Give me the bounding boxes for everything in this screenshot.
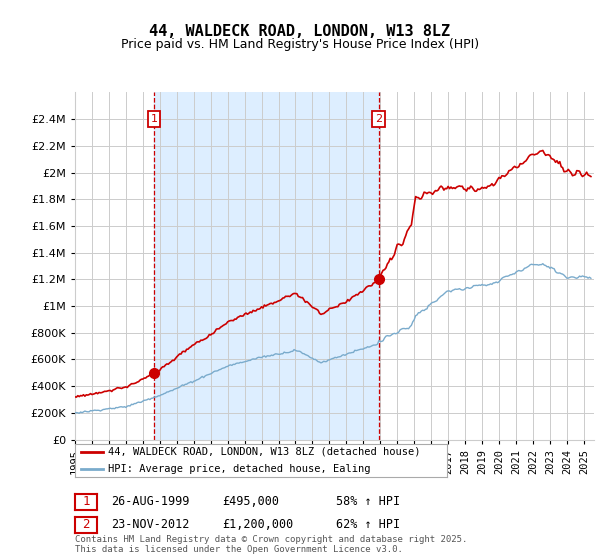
Text: Contains HM Land Registry data © Crown copyright and database right 2025.
This d: Contains HM Land Registry data © Crown c… xyxy=(75,535,467,554)
Text: 44, WALDECK ROAD, LONDON, W13 8LZ: 44, WALDECK ROAD, LONDON, W13 8LZ xyxy=(149,24,451,39)
Text: 26-AUG-1999: 26-AUG-1999 xyxy=(111,495,190,508)
Text: 62% ↑ HPI: 62% ↑ HPI xyxy=(336,518,400,531)
Bar xyxy=(154,92,379,440)
Text: 1: 1 xyxy=(151,114,157,124)
Text: Price paid vs. HM Land Registry's House Price Index (HPI): Price paid vs. HM Land Registry's House … xyxy=(121,38,479,50)
Text: 1: 1 xyxy=(82,495,89,508)
Text: 2: 2 xyxy=(82,518,89,531)
Text: 23-NOV-2012: 23-NOV-2012 xyxy=(111,518,190,531)
Text: £1,200,000: £1,200,000 xyxy=(222,518,293,531)
Text: 2: 2 xyxy=(375,114,382,124)
Text: 44, WALDECK ROAD, LONDON, W13 8LZ (detached house): 44, WALDECK ROAD, LONDON, W13 8LZ (detac… xyxy=(109,447,421,457)
Text: HPI: Average price, detached house, Ealing: HPI: Average price, detached house, Eali… xyxy=(109,464,371,474)
Text: £495,000: £495,000 xyxy=(222,495,279,508)
Text: 58% ↑ HPI: 58% ↑ HPI xyxy=(336,495,400,508)
